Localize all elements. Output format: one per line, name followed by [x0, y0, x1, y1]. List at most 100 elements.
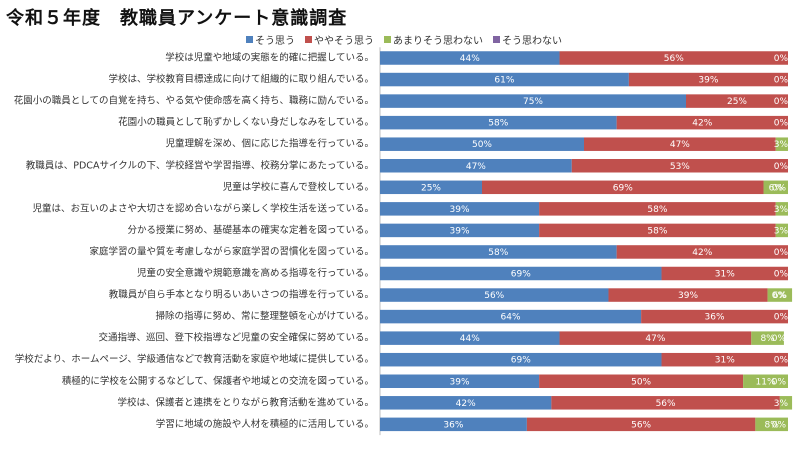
data-label-series-2: 0% — [774, 248, 789, 258]
data-label-series-1: 50% — [631, 377, 651, 387]
category-label: 掃除の指導に努め、常に整理整頓を心がけている。 — [155, 310, 374, 322]
category-label: 家庭学習の量や質を考慮しながら家庭学習の習慣化を図っている。 — [89, 245, 374, 257]
bar-segment-series-1 — [641, 309, 788, 324]
bar-segment-series-0 — [380, 137, 584, 151]
bar-segment-series-1 — [686, 94, 788, 108]
bar-segment-series-0 — [380, 51, 560, 65]
bar-segment-series-1 — [616, 245, 788, 259]
data-label-series-3: 0% — [772, 291, 787, 301]
data-label-series-0: 64% — [501, 313, 521, 323]
legend-label-3: そう思わない — [502, 36, 562, 47]
data-label-series-0: 50% — [472, 140, 492, 150]
category-label: 花園小の職員としての自覚を持ち、やる気や使命感を高く持ち、職務に励んでいる。 — [14, 95, 374, 107]
data-label-series-2: 3% — [774, 399, 789, 409]
legend-item-series-0: そう思う — [246, 32, 295, 47]
bar-segment-series-1 — [526, 417, 756, 432]
category-label: 児童理解を深め、個に応じた指導を行っている。 — [165, 138, 374, 150]
bar-segment-series-2 — [751, 331, 784, 345]
category-label: 積極的に学校を公開するなどして、保護者や地域との交流を図っている。 — [62, 375, 374, 387]
bar-segment-series-0 — [380, 94, 686, 108]
data-label-series-0: 75% — [523, 97, 543, 107]
bar-segment-series-0 — [380, 309, 642, 324]
bar-segment-series-1 — [584, 137, 776, 151]
data-label-series-0: 47% — [466, 162, 486, 172]
data-label-series-1: 39% — [678, 291, 698, 301]
bar-segment-series-0 — [380, 72, 629, 87]
legend-label-0: そう思う — [255, 36, 295, 47]
data-label-series-1: 25% — [727, 97, 747, 107]
bar-segment-series-0 — [380, 266, 662, 281]
category-label: 交通指導、巡回、登下校指導など児童の安全確保に努めている。 — [98, 332, 374, 344]
bar-segment-series-2 — [767, 288, 793, 302]
legend-item-series-1: ややそう思う — [305, 32, 374, 47]
bar-segment-series-0 — [380, 396, 552, 410]
data-label-series-0: 44% — [460, 334, 480, 344]
data-label-series-2: 8% — [760, 334, 775, 344]
category-label: 教職員は、PDCAサイクルの下、学校経営や学習指導、校務分掌にあたっている。 — [26, 159, 374, 171]
legend-swatch-0 — [246, 36, 253, 43]
chart-legend: そう思う ややそう思う あまりそう思わない そう思わない — [246, 32, 562, 47]
category-label: 花園小の職員として恥ずかしくない身だしなみをしている。 — [118, 116, 374, 128]
bar-segment-series-0 — [380, 202, 540, 216]
data-label-series-1: 56% — [664, 54, 684, 64]
data-label-series-0: 39% — [450, 377, 470, 387]
data-label-series-2: 0% — [774, 356, 789, 366]
category-label: 学校は児童や地域の実態を的確に把握している。 — [165, 52, 374, 64]
category-label: 教職員が自ら手本となり明るいあいさつの指導を行っている。 — [109, 289, 374, 301]
bar-segment-series-0 — [380, 331, 560, 345]
data-label-series-1: 47% — [670, 140, 690, 150]
bar-segment-series-1 — [559, 51, 788, 65]
data-label-series-1: 42% — [692, 119, 712, 129]
bar-segment-series-0 — [380, 288, 609, 302]
data-label-series-2: 3% — [774, 140, 789, 150]
data-label-series-2: 0% — [774, 270, 789, 280]
data-label-series-0: 42% — [456, 399, 476, 409]
bar-segment-series-0 — [380, 374, 540, 388]
data-label-series-0: 25% — [421, 183, 441, 193]
data-label-series-0: 61% — [494, 76, 514, 86]
data-label-series-1: 42% — [692, 248, 712, 258]
data-label-series-0: 39% — [450, 226, 470, 236]
category-label: 学校だより、ホームページ、学級通信などで教育活動を家庭や地域に提供している。 — [15, 353, 374, 365]
data-label-series-0: 39% — [450, 205, 470, 215]
data-label-series-0: 44% — [460, 54, 480, 64]
data-label-series-3: 0% — [772, 420, 787, 430]
bar-segment-series-1 — [559, 331, 752, 345]
data-label-series-2: 11% — [756, 377, 776, 387]
data-label-series-1: 69% — [613, 183, 633, 193]
category-label: 児童の安全意識や規範意識を高める指導を行っている。 — [137, 267, 374, 279]
bar-segment-series-0 — [380, 180, 482, 195]
bar-segment-series-1 — [608, 288, 768, 302]
bar-segment-series-0 — [380, 245, 617, 259]
data-label-series-1: 58% — [647, 205, 667, 215]
data-label-series-2: 0% — [774, 97, 789, 107]
data-label-series-3: 0% — [772, 377, 787, 387]
category-label: 児童は、お互いのよさや大切さを認め合いながら楽しく学校生活を送っている。 — [32, 202, 374, 214]
bar-segment-series-1 — [551, 396, 780, 410]
category-label: 分かる授業に努め、基礎基本の確実な定着を図っている。 — [127, 224, 374, 236]
bar-segment-series-1 — [482, 180, 764, 195]
bar-segment-series-1 — [539, 223, 776, 238]
bar-segment-series-0 — [380, 115, 617, 130]
legend-item-series-3: そう思わない — [493, 32, 562, 47]
data-label-series-2: 0% — [774, 162, 789, 172]
data-label-series-2: 0% — [774, 313, 789, 323]
bar-segment-series-1 — [628, 72, 788, 87]
data-label-series-1: 56% — [631, 420, 651, 430]
data-label-series-1: 56% — [656, 399, 676, 409]
legend-label-2: あまりそう思わない — [393, 36, 483, 47]
bar-segment-series-1 — [661, 266, 788, 281]
bar-segment-series-2 — [763, 180, 788, 195]
data-label-series-0: 58% — [488, 248, 508, 258]
data-label-series-2: 8% — [765, 420, 780, 430]
data-label-series-3: 0% — [772, 334, 787, 344]
data-label-series-0: 69% — [511, 270, 531, 280]
bar-segment-series-2 — [743, 374, 788, 388]
data-label-series-0: 69% — [511, 356, 531, 366]
bar-segment-series-2 — [775, 137, 788, 151]
category-label: 児童は学校に喜んで登校している。 — [223, 181, 374, 193]
data-label-series-0: 58% — [488, 119, 508, 129]
data-label-series-3: 0% — [772, 183, 787, 193]
data-label-series-2: 0% — [774, 76, 789, 86]
